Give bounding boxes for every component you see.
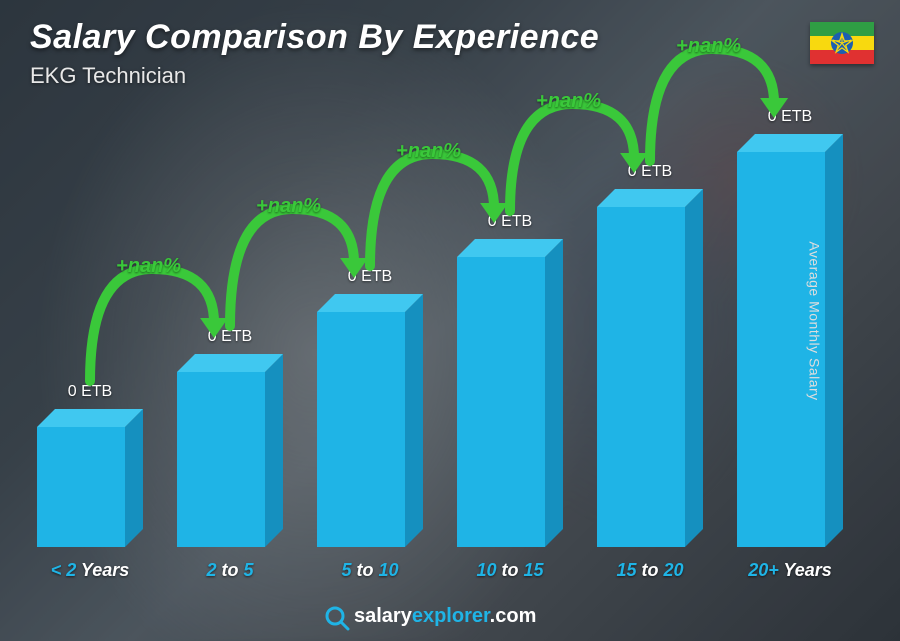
y-axis-label: Average Monthly Salary bbox=[806, 241, 822, 400]
salaryexplorer-logo: salaryexplorer.com bbox=[320, 601, 580, 631]
country-flag-ethiopia bbox=[810, 22, 874, 64]
page-title: Salary Comparison By Experience bbox=[30, 18, 870, 57]
footer-brand: salaryexplorer.com bbox=[0, 601, 900, 631]
header: Salary Comparison By Experience EKG Tech… bbox=[30, 18, 870, 89]
page-subtitle: EKG Technician bbox=[30, 63, 870, 89]
salary-bar-chart: 0 ETB0 ETB0 ETB0 ETB0 ETB0 ETB < 2 Years… bbox=[20, 100, 860, 581]
svg-text:salaryexplorer.com: salaryexplorer.com bbox=[354, 605, 536, 627]
growth-arrow: +nan% bbox=[20, 100, 860, 581]
